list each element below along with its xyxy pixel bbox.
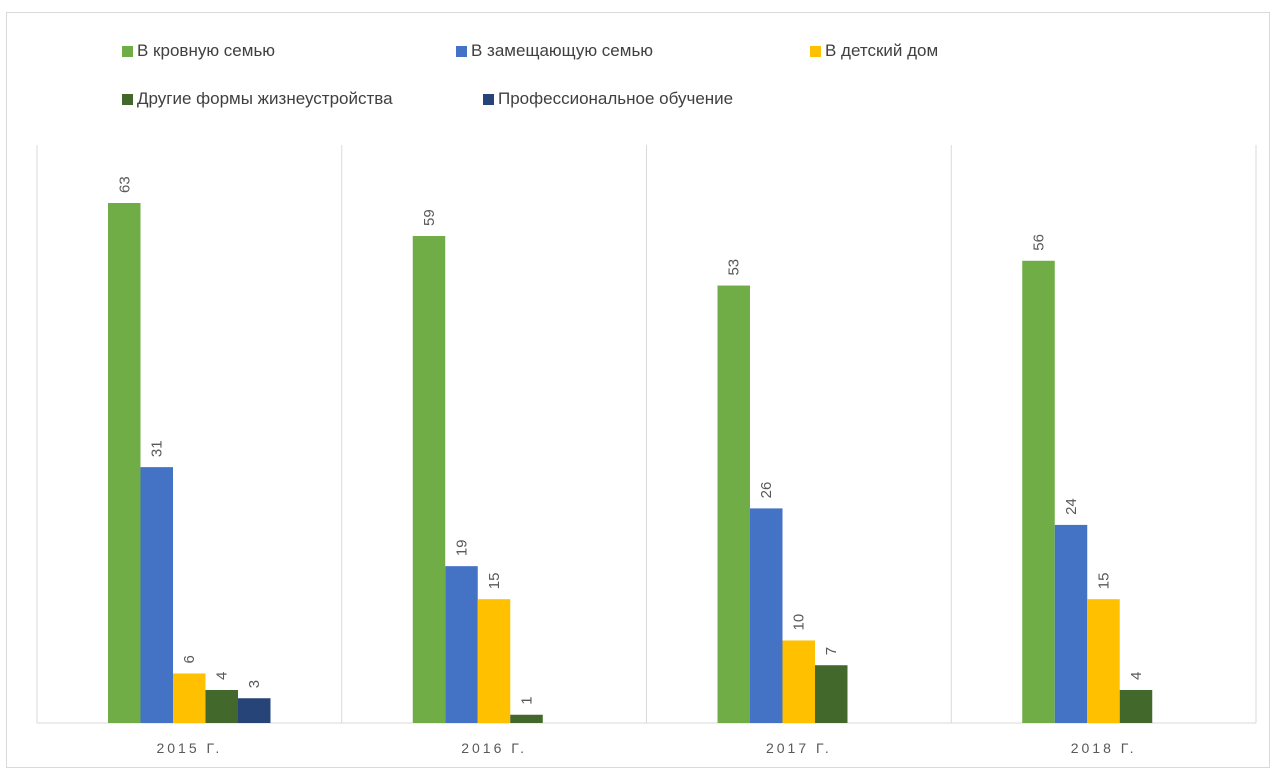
bar <box>717 285 750 723</box>
data-label: 15 <box>486 573 503 590</box>
bar <box>173 673 206 723</box>
bar <box>108 203 141 723</box>
legend-label-detskiy-dom: В детский дом <box>825 41 939 60</box>
bar <box>750 508 783 723</box>
data-label: 4 <box>1128 672 1145 680</box>
data-label: 63 <box>116 176 133 193</box>
legend-label-krovnaya: В кровную семью <box>137 41 276 60</box>
data-label: 31 <box>149 440 166 457</box>
data-label: 15 <box>1096 573 1113 590</box>
bar <box>238 698 271 723</box>
x-tick-label: 2018 Г. <box>1071 740 1137 756</box>
bar <box>1119 689 1153 723</box>
legend-item-zameshchayushchaya: В замещающую семью <box>456 41 653 61</box>
data-label: 3 <box>246 680 263 688</box>
legend-item-professionalnoe: Профессиональное обучение <box>483 89 733 109</box>
data-label: 10 <box>791 614 808 631</box>
data-label: 53 <box>726 259 743 276</box>
legend-item-drugie-formy: Другие формы жизнеустройства <box>122 89 393 109</box>
legend-swatch-professionalnoe <box>483 93 494 105</box>
legend-item-krovnaya: В кровную семью <box>122 41 275 61</box>
bar <box>140 467 173 723</box>
legend-swatch-drugie-formy <box>122 93 133 105</box>
legend-label-zameshchayushchaya: В замещающую семью <box>471 41 654 60</box>
legend-swatch-detskiy-dom <box>810 45 821 57</box>
legend-label-drugie-formy: Другие формы жизнеустройства <box>137 89 393 108</box>
bar <box>815 665 848 723</box>
legend-label-professionalnoe: Профессиональное обучение <box>498 89 734 108</box>
bar <box>477 599 511 723</box>
data-label: 24 <box>1063 498 1080 515</box>
bar <box>412 236 446 723</box>
data-label: 26 <box>758 482 775 499</box>
data-label: 59 <box>421 209 438 226</box>
bar <box>1022 260 1055 723</box>
bar <box>205 689 238 723</box>
x-tick-label: 2017 Г. <box>766 740 832 756</box>
bar <box>445 566 478 723</box>
legend-swatch-krovnaya <box>122 45 133 57</box>
bar <box>510 714 543 723</box>
data-label: 1 <box>519 696 536 704</box>
data-label: 4 <box>214 672 231 680</box>
bar <box>1054 524 1088 723</box>
data-label: 6 <box>181 655 198 663</box>
data-label: 7 <box>823 647 840 655</box>
bar <box>782 640 815 723</box>
chart-frame: В кровную семью В замещающую семью В дет… <box>6 12 1270 768</box>
bar <box>1087 599 1120 723</box>
x-tick-label: 2015 Г. <box>156 740 222 756</box>
data-label: 56 <box>1031 234 1048 251</box>
legend-item-detskiy-dom: В детский дом <box>810 41 938 61</box>
x-tick-label: 2016 Г. <box>461 740 527 756</box>
legend-swatch-zameshchayushchaya <box>456 45 467 57</box>
data-label: 19 <box>454 539 471 556</box>
